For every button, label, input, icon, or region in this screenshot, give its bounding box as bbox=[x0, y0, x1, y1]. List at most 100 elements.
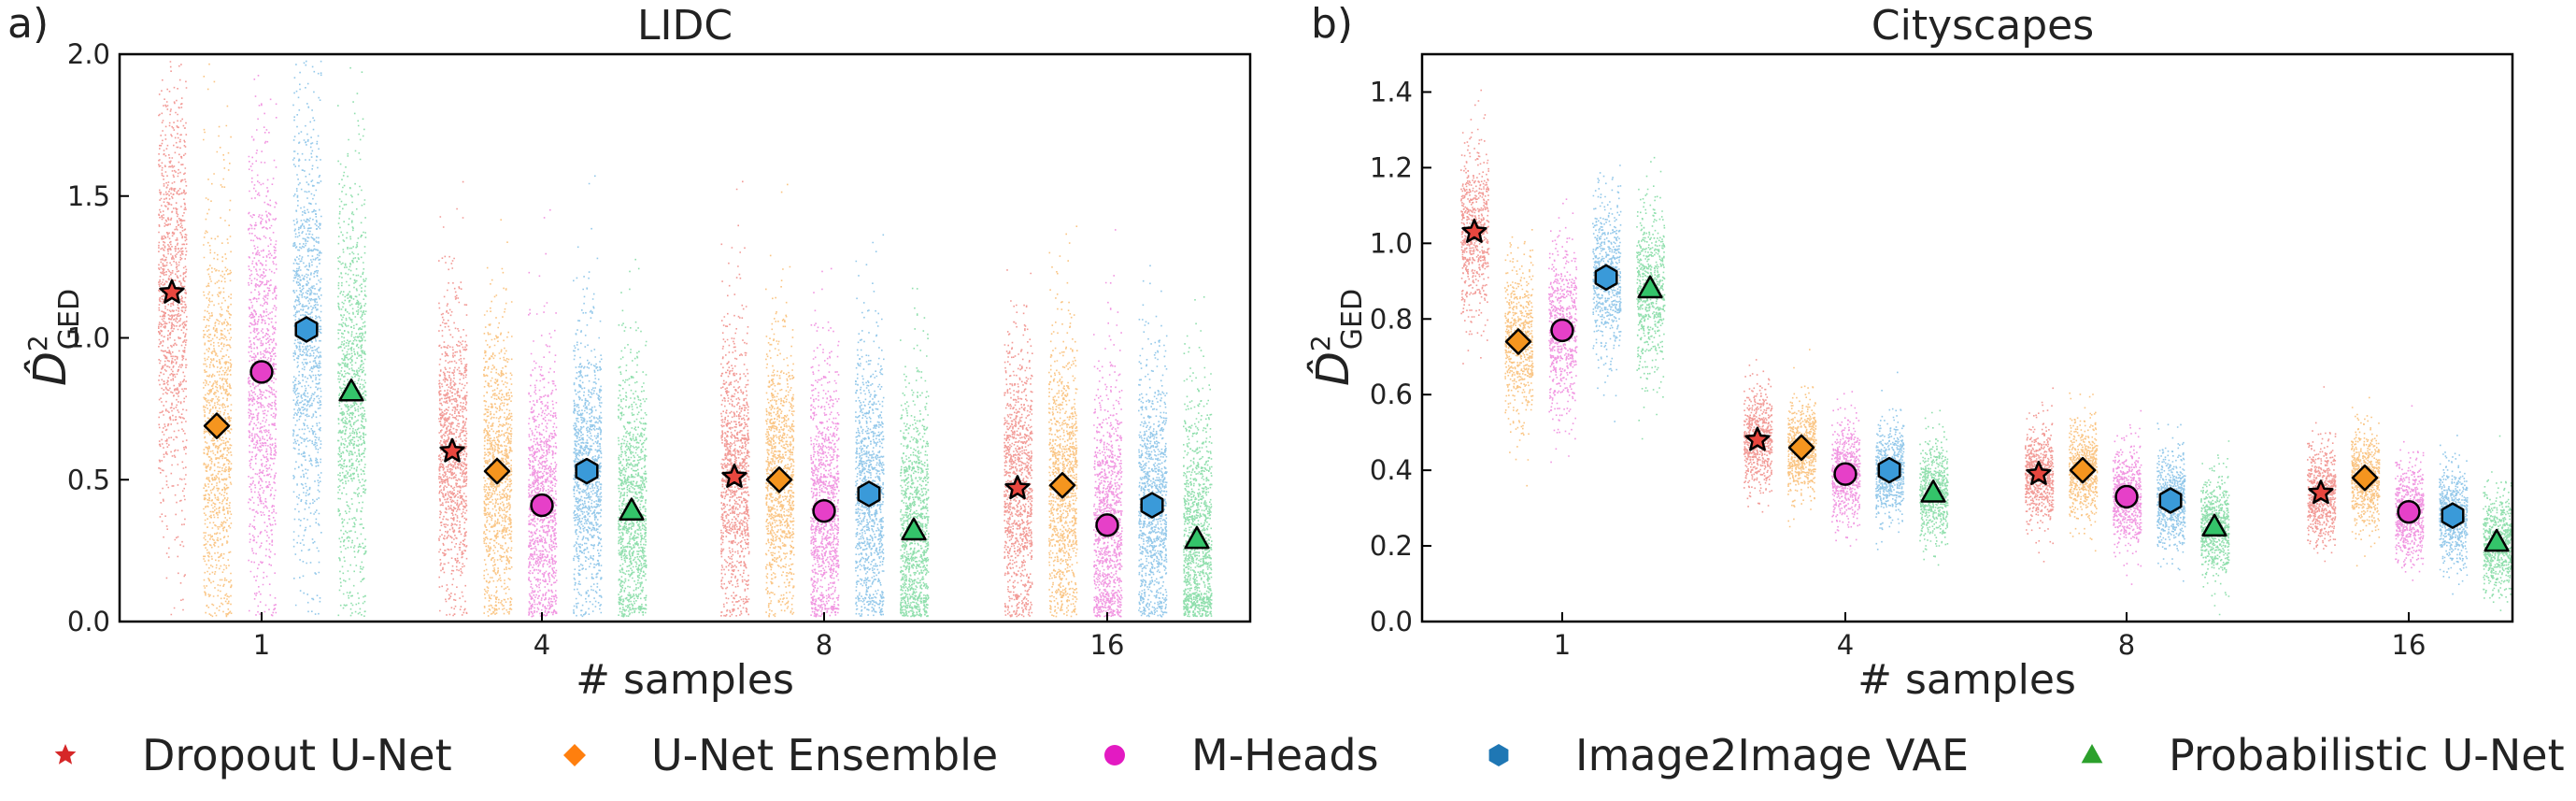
panel-a-mean-2-1 bbox=[203, 412, 231, 439]
panel-b-cloud-4-1 bbox=[1592, 164, 1622, 422]
panel-b-mean-5-8 bbox=[2201, 513, 2227, 537]
panel-a-mean-5-8 bbox=[901, 517, 927, 541]
panel-b-mean-3-8 bbox=[2114, 484, 2139, 509]
panel-a-mean-3-1 bbox=[249, 360, 274, 384]
panel-b-cloud-4-8 bbox=[2156, 422, 2186, 582]
panel-a-mean-3-4 bbox=[530, 493, 554, 518]
panel-b-ytick-label: 1.2 bbox=[1370, 151, 1413, 183]
panel-a-mean-1-1 bbox=[159, 279, 185, 304]
panel-a-cloud-2-16 bbox=[1048, 225, 1078, 618]
panel-b-ytick-label: 0.0 bbox=[1370, 606, 1413, 637]
panel-b-mean-3-16 bbox=[2397, 499, 2421, 524]
svg-text:D̂2GED: D̂2GED bbox=[1305, 289, 1369, 386]
panel-a-ticks: 0.0 0.5 1.0 1.5 2.0 1 4 8 16 bbox=[67, 38, 1125, 661]
panel-b-mean-2-4 bbox=[1787, 434, 1815, 462]
panel-b-ytick-label: 0.2 bbox=[1370, 530, 1413, 562]
legend: Dropout U-Net U-Net Ensemble M-Heads Image2… bbox=[54, 730, 2565, 780]
legend-item-3: M-Heads bbox=[1104, 730, 1379, 780]
panel-a-ytick-label: 0.5 bbox=[67, 464, 110, 495]
panel-b-ytick-label: 0.6 bbox=[1370, 379, 1413, 410]
legend-label: Image2Image VAE bbox=[1575, 730, 1969, 780]
panel-a-cloud-1-1 bbox=[158, 61, 188, 616]
panel-a-mean-5-16 bbox=[1184, 525, 1210, 550]
panel-a-cloud-5-1 bbox=[337, 66, 367, 617]
legend-label: Probabilistic U-Net bbox=[2169, 730, 2565, 780]
panel-a-cloud-5-16 bbox=[1183, 296, 1213, 618]
legend-marker-star-icon bbox=[54, 744, 77, 765]
panel-b-mean-4-4 bbox=[1877, 456, 1901, 484]
legend-label: M-Heads bbox=[1191, 730, 1379, 780]
panel-b-mean-1-16 bbox=[2308, 479, 2334, 505]
panel-b-mean-5-1 bbox=[1637, 275, 1663, 299]
panel-a-xtick-label: 16 bbox=[1090, 629, 1125, 661]
legend-item-4: Image2Image VAE bbox=[1488, 730, 1969, 780]
panel-a-xtick-label: 8 bbox=[816, 629, 833, 661]
panel-b-cloud-2-8 bbox=[2069, 392, 2099, 552]
panel-b-ytick-label: 1.4 bbox=[1370, 76, 1413, 107]
panel-a-mean-5-4 bbox=[619, 497, 645, 521]
legend-item-2: U-Net Ensemble bbox=[563, 730, 998, 780]
panel-b-mean-5-16 bbox=[2483, 528, 2510, 552]
panel-b-cloud-3-8 bbox=[2113, 409, 2142, 585]
panel-a-x-axis-label: # samples bbox=[576, 656, 794, 704]
panel-b-mean-2-8 bbox=[2069, 456, 2097, 484]
panel-b-axes-frame bbox=[1420, 52, 2514, 623]
panel-a-ytick-label: 0.0 bbox=[67, 606, 110, 637]
panel-b-mean-3-4 bbox=[1833, 462, 1857, 486]
panel-a-ytick-label: 1.5 bbox=[67, 180, 110, 212]
panel-a-cloud-1-8 bbox=[720, 180, 750, 618]
panel-a-mean-3-16 bbox=[1095, 513, 1119, 537]
panel-b-xtick-label: 4 bbox=[1837, 629, 1854, 661]
panel-b-mean-4-1 bbox=[1594, 264, 1618, 292]
panel-b-y-axis-label: D̂2GED bbox=[1305, 289, 1369, 386]
panel-a-cloud-4-16 bbox=[1138, 265, 1168, 618]
panel-a-mean-2-16 bbox=[1048, 472, 1076, 499]
panel-a-cloud-5-8 bbox=[900, 287, 930, 618]
panel-b-mean-markers bbox=[1461, 218, 2510, 552]
panel-b-cloud-1-16 bbox=[2307, 386, 2337, 563]
legend-marker-hexagon-icon bbox=[1488, 744, 1509, 766]
panel-a-cloud-4-4 bbox=[573, 175, 603, 618]
panel-cityscapes: b) Cityscapes 0.0 0.2 0.4 0.6 0.8 1.0 1.2 1.4 1 4… bbox=[1305, 0, 2514, 704]
panel-b-xtick-label: 8 bbox=[2118, 629, 2135, 661]
legend-item-5: Probabilistic U-Net bbox=[2081, 730, 2565, 780]
panel-b-mean-3-1 bbox=[1550, 318, 1574, 343]
panel-a-mean-1-4 bbox=[439, 437, 465, 463]
panel-b-x-axis-label: # samples bbox=[1857, 656, 2076, 704]
panel-a-cloud-2-4 bbox=[483, 219, 513, 617]
panel-a-axes-frame bbox=[118, 52, 1252, 623]
legend-label: Dropout U-Net bbox=[142, 730, 452, 780]
panel-a-mean-4-16 bbox=[1140, 492, 1164, 519]
panel-a-cloud-1-16 bbox=[1003, 269, 1033, 618]
panel-a-title: LIDC bbox=[637, 2, 733, 50]
panel-a-mean-1-8 bbox=[721, 463, 747, 488]
panel-a-cloud-1-4 bbox=[438, 180, 468, 617]
panel-a-mean-5-1 bbox=[338, 378, 364, 402]
panel-a-mean-4-4 bbox=[575, 457, 599, 485]
panel-b-cloud-3-16 bbox=[2395, 405, 2425, 581]
panel-lidc: a) LIDC 0.0 0.5 1.0 1.5 2.0 1 4 8 16 # samples D… bbox=[7, 0, 1252, 704]
panel-b-ytick-label: 0.8 bbox=[1370, 303, 1413, 335]
legend-marker-diamond-icon bbox=[563, 744, 586, 766]
panel-b-mean-2-16 bbox=[2351, 464, 2379, 492]
panel-a-cloud-3-1 bbox=[248, 75, 278, 617]
panel-b-mean-4-8 bbox=[2158, 487, 2183, 514]
panel-a-mean-2-4 bbox=[483, 457, 511, 485]
panel-b-title: Cityscapes bbox=[1872, 2, 2094, 50]
panel-b-mean-1-1 bbox=[1461, 218, 1487, 243]
panel-b-mean-2-1 bbox=[1504, 328, 1532, 355]
panel-b-cloud-2-1 bbox=[1504, 229, 1534, 487]
panel-a-cloud-3-16 bbox=[1093, 229, 1123, 618]
panel-a-ytick-label: 1.0 bbox=[67, 322, 110, 354]
panel-b-point-clouds bbox=[1460, 89, 2512, 616]
panel-b-cloud-5-8 bbox=[2200, 440, 2230, 616]
panel-a-cloud-5-4 bbox=[618, 258, 648, 618]
panel-a-xtick-label: 1 bbox=[253, 629, 270, 661]
legend-marker-triangle-icon bbox=[2081, 744, 2103, 764]
panel-a-cloud-3-8 bbox=[810, 267, 840, 618]
panel-b-xtick-label: 1 bbox=[1554, 629, 1571, 661]
panel-a-mean-4-8 bbox=[857, 480, 881, 508]
panel-a-letter: a) bbox=[7, 0, 49, 48]
panel-b-cloud-5-1 bbox=[1636, 156, 1666, 440]
panel-a-mean-3-8 bbox=[812, 498, 836, 523]
